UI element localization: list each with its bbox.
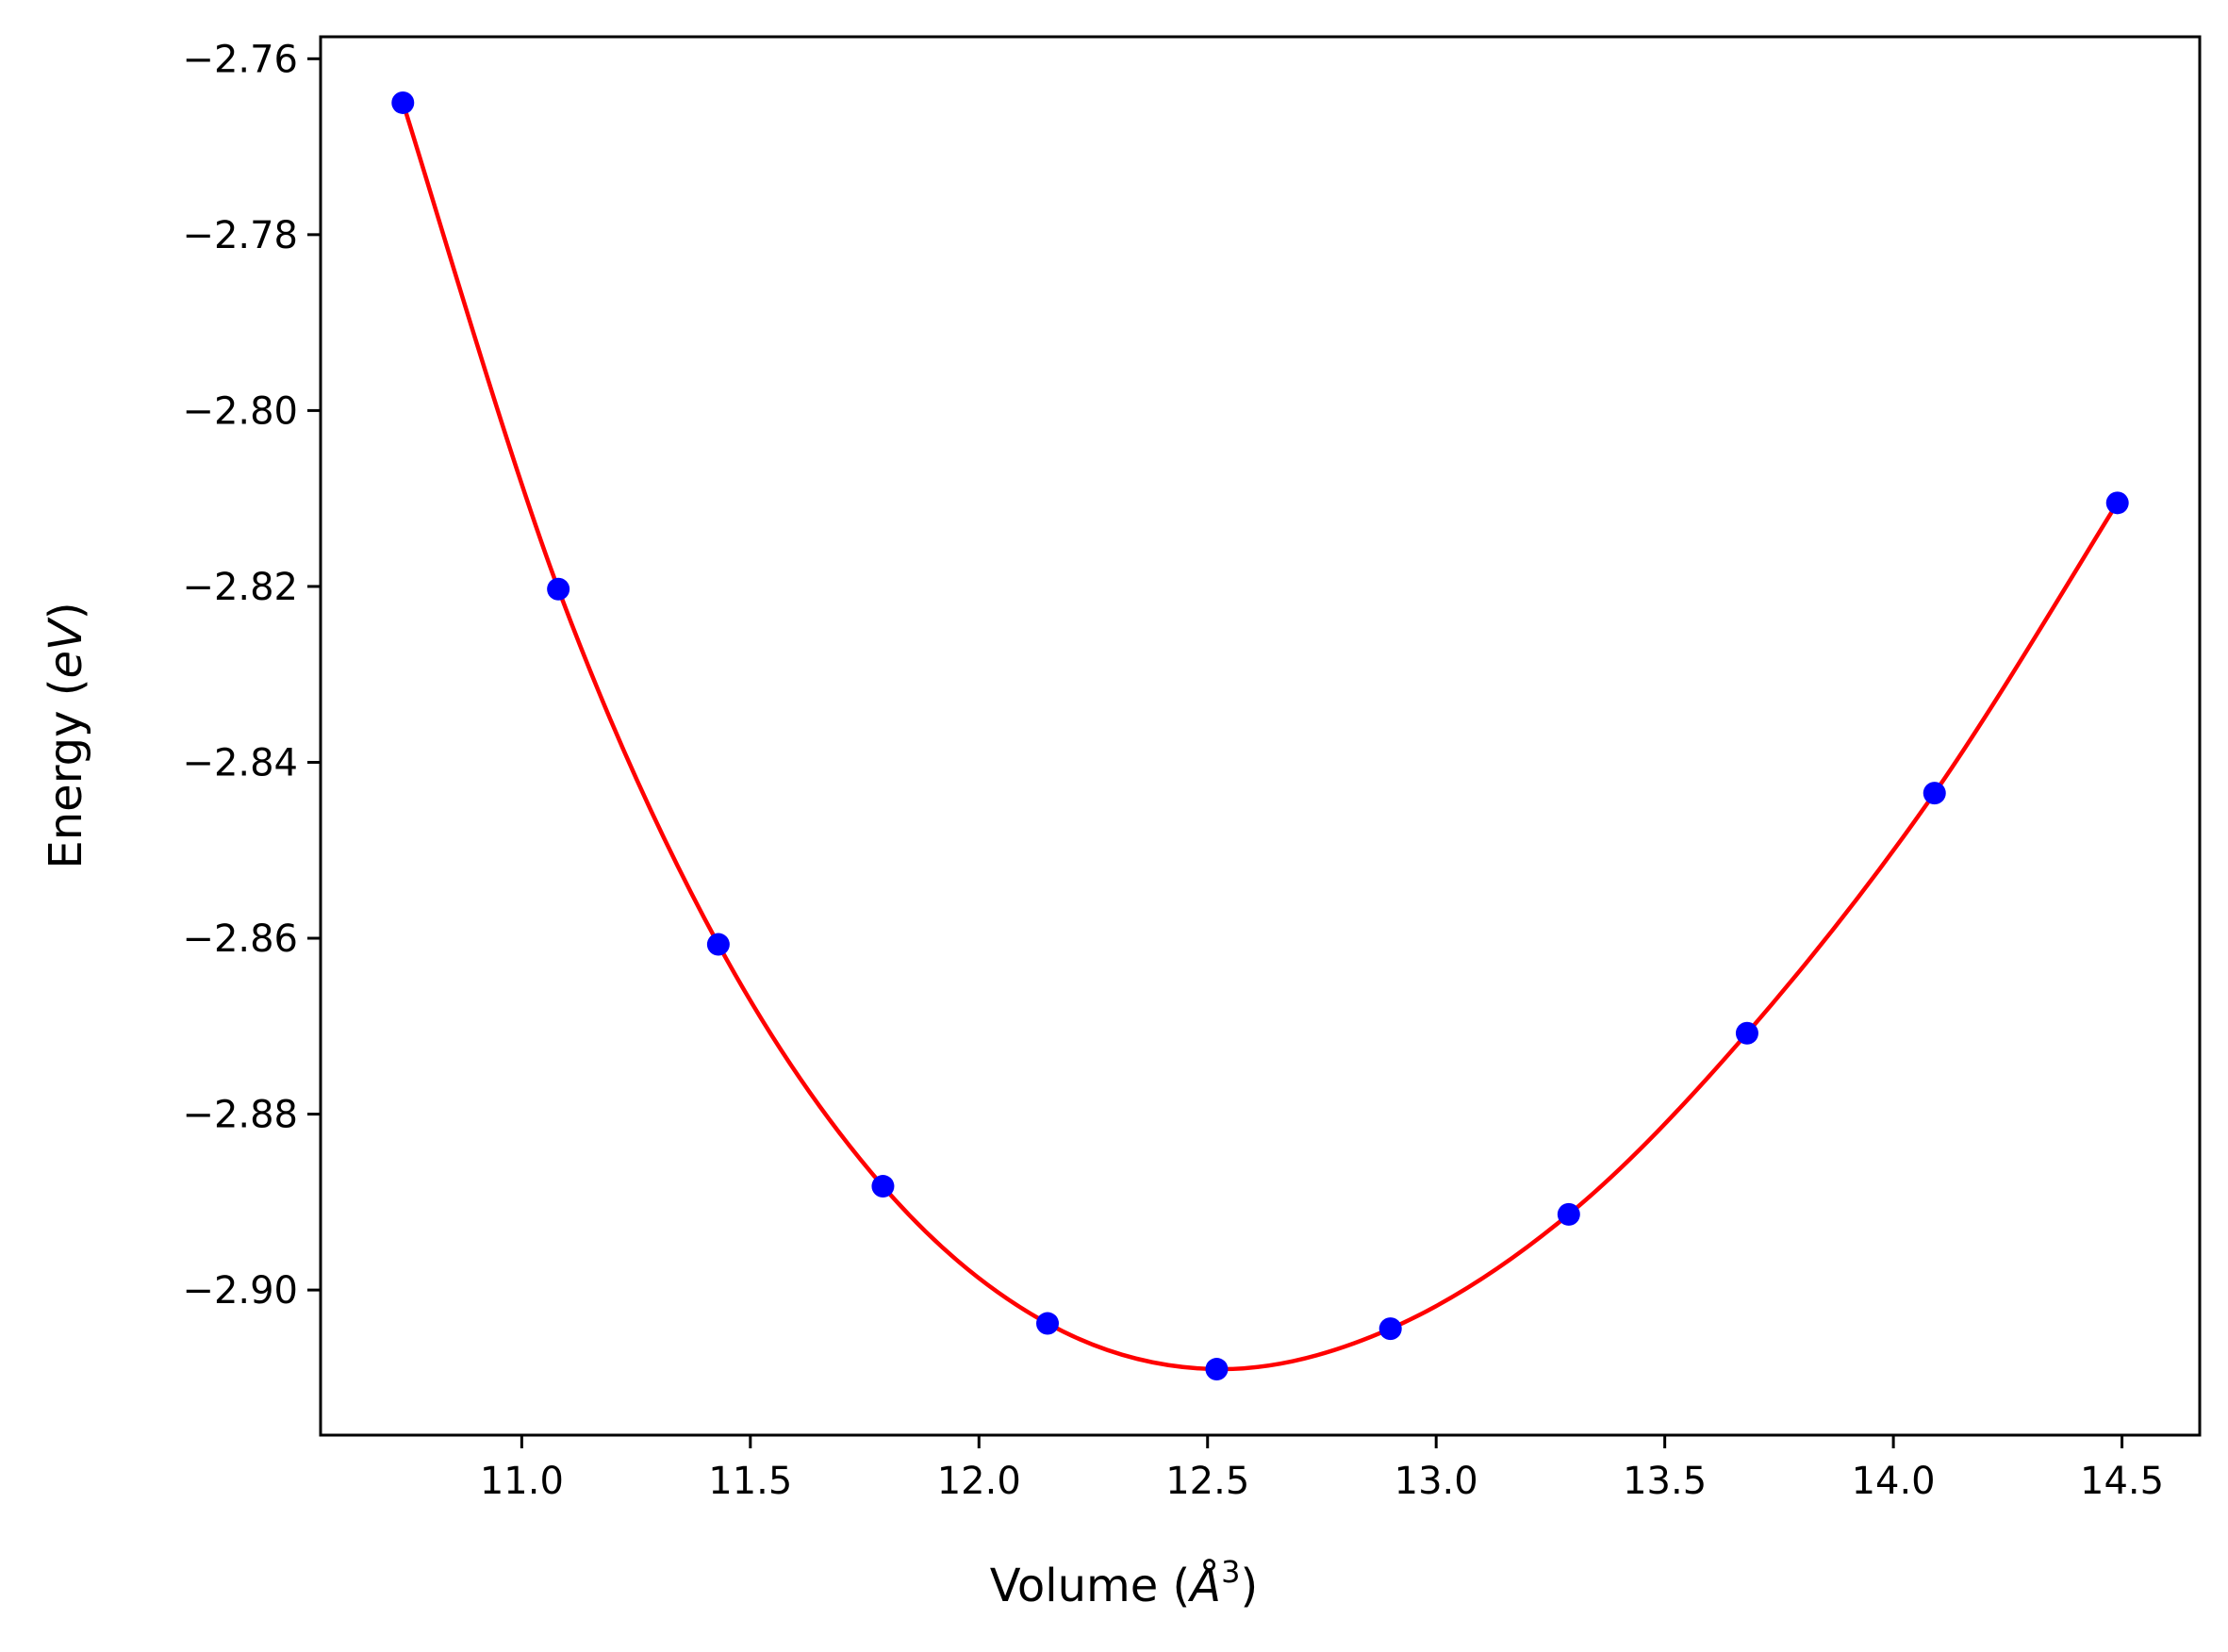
x-tick-label: 11.0 (480, 1460, 564, 1503)
y-tick-label: −2.88 (182, 1094, 298, 1137)
data-point (391, 91, 415, 114)
x-tick-label: 12.5 (1165, 1460, 1249, 1503)
data-point (1036, 1312, 1060, 1335)
data-point (1205, 1358, 1229, 1381)
data-point (547, 577, 570, 601)
data-point (2105, 491, 2129, 515)
x-tick-label: 13.5 (1623, 1460, 1707, 1503)
data-point (1735, 1021, 1758, 1045)
data-point (706, 933, 730, 956)
x-tick-label: 14.0 (1852, 1460, 1936, 1503)
y-tick-label: −2.84 (182, 741, 298, 785)
data-point (1378, 1317, 1402, 1341)
y-axis-label: Energy (eV) (40, 602, 92, 868)
x-axis-ticks: 11.0 11.5 12.0 12.5 13.0 13.5 14.0 14.5 (480, 1435, 2164, 1503)
axes-frame (319, 35, 2202, 1437)
plot-area (391, 91, 2129, 1381)
y-tick-label: −2.82 (182, 566, 298, 609)
y-tick-label: −2.90 (182, 1269, 298, 1313)
y-tick-label: −2.86 (182, 917, 298, 961)
fit-curve-line (401, 102, 2120, 1372)
data-point (1557, 1202, 1580, 1226)
data-point (871, 1175, 895, 1198)
x-tick-label: 12.0 (937, 1460, 1021, 1503)
y-tick-label: −2.76 (182, 38, 298, 81)
x-tick-label: 13.0 (1395, 1460, 1478, 1503)
y-tick-label: −2.80 (182, 389, 298, 433)
x-tick-label: 11.5 (708, 1460, 792, 1503)
x-axis-label: Volume (Å3) (990, 1554, 1258, 1612)
y-axis-ticks: −2.76 −2.78 −2.80 −2.82 −2.84 −2.86 −2.88 −2.90 (182, 38, 321, 1313)
x-tick-label: 14.5 (2080, 1460, 2164, 1503)
data-point (1923, 782, 1946, 805)
y-tick-label: −2.78 (182, 214, 298, 257)
